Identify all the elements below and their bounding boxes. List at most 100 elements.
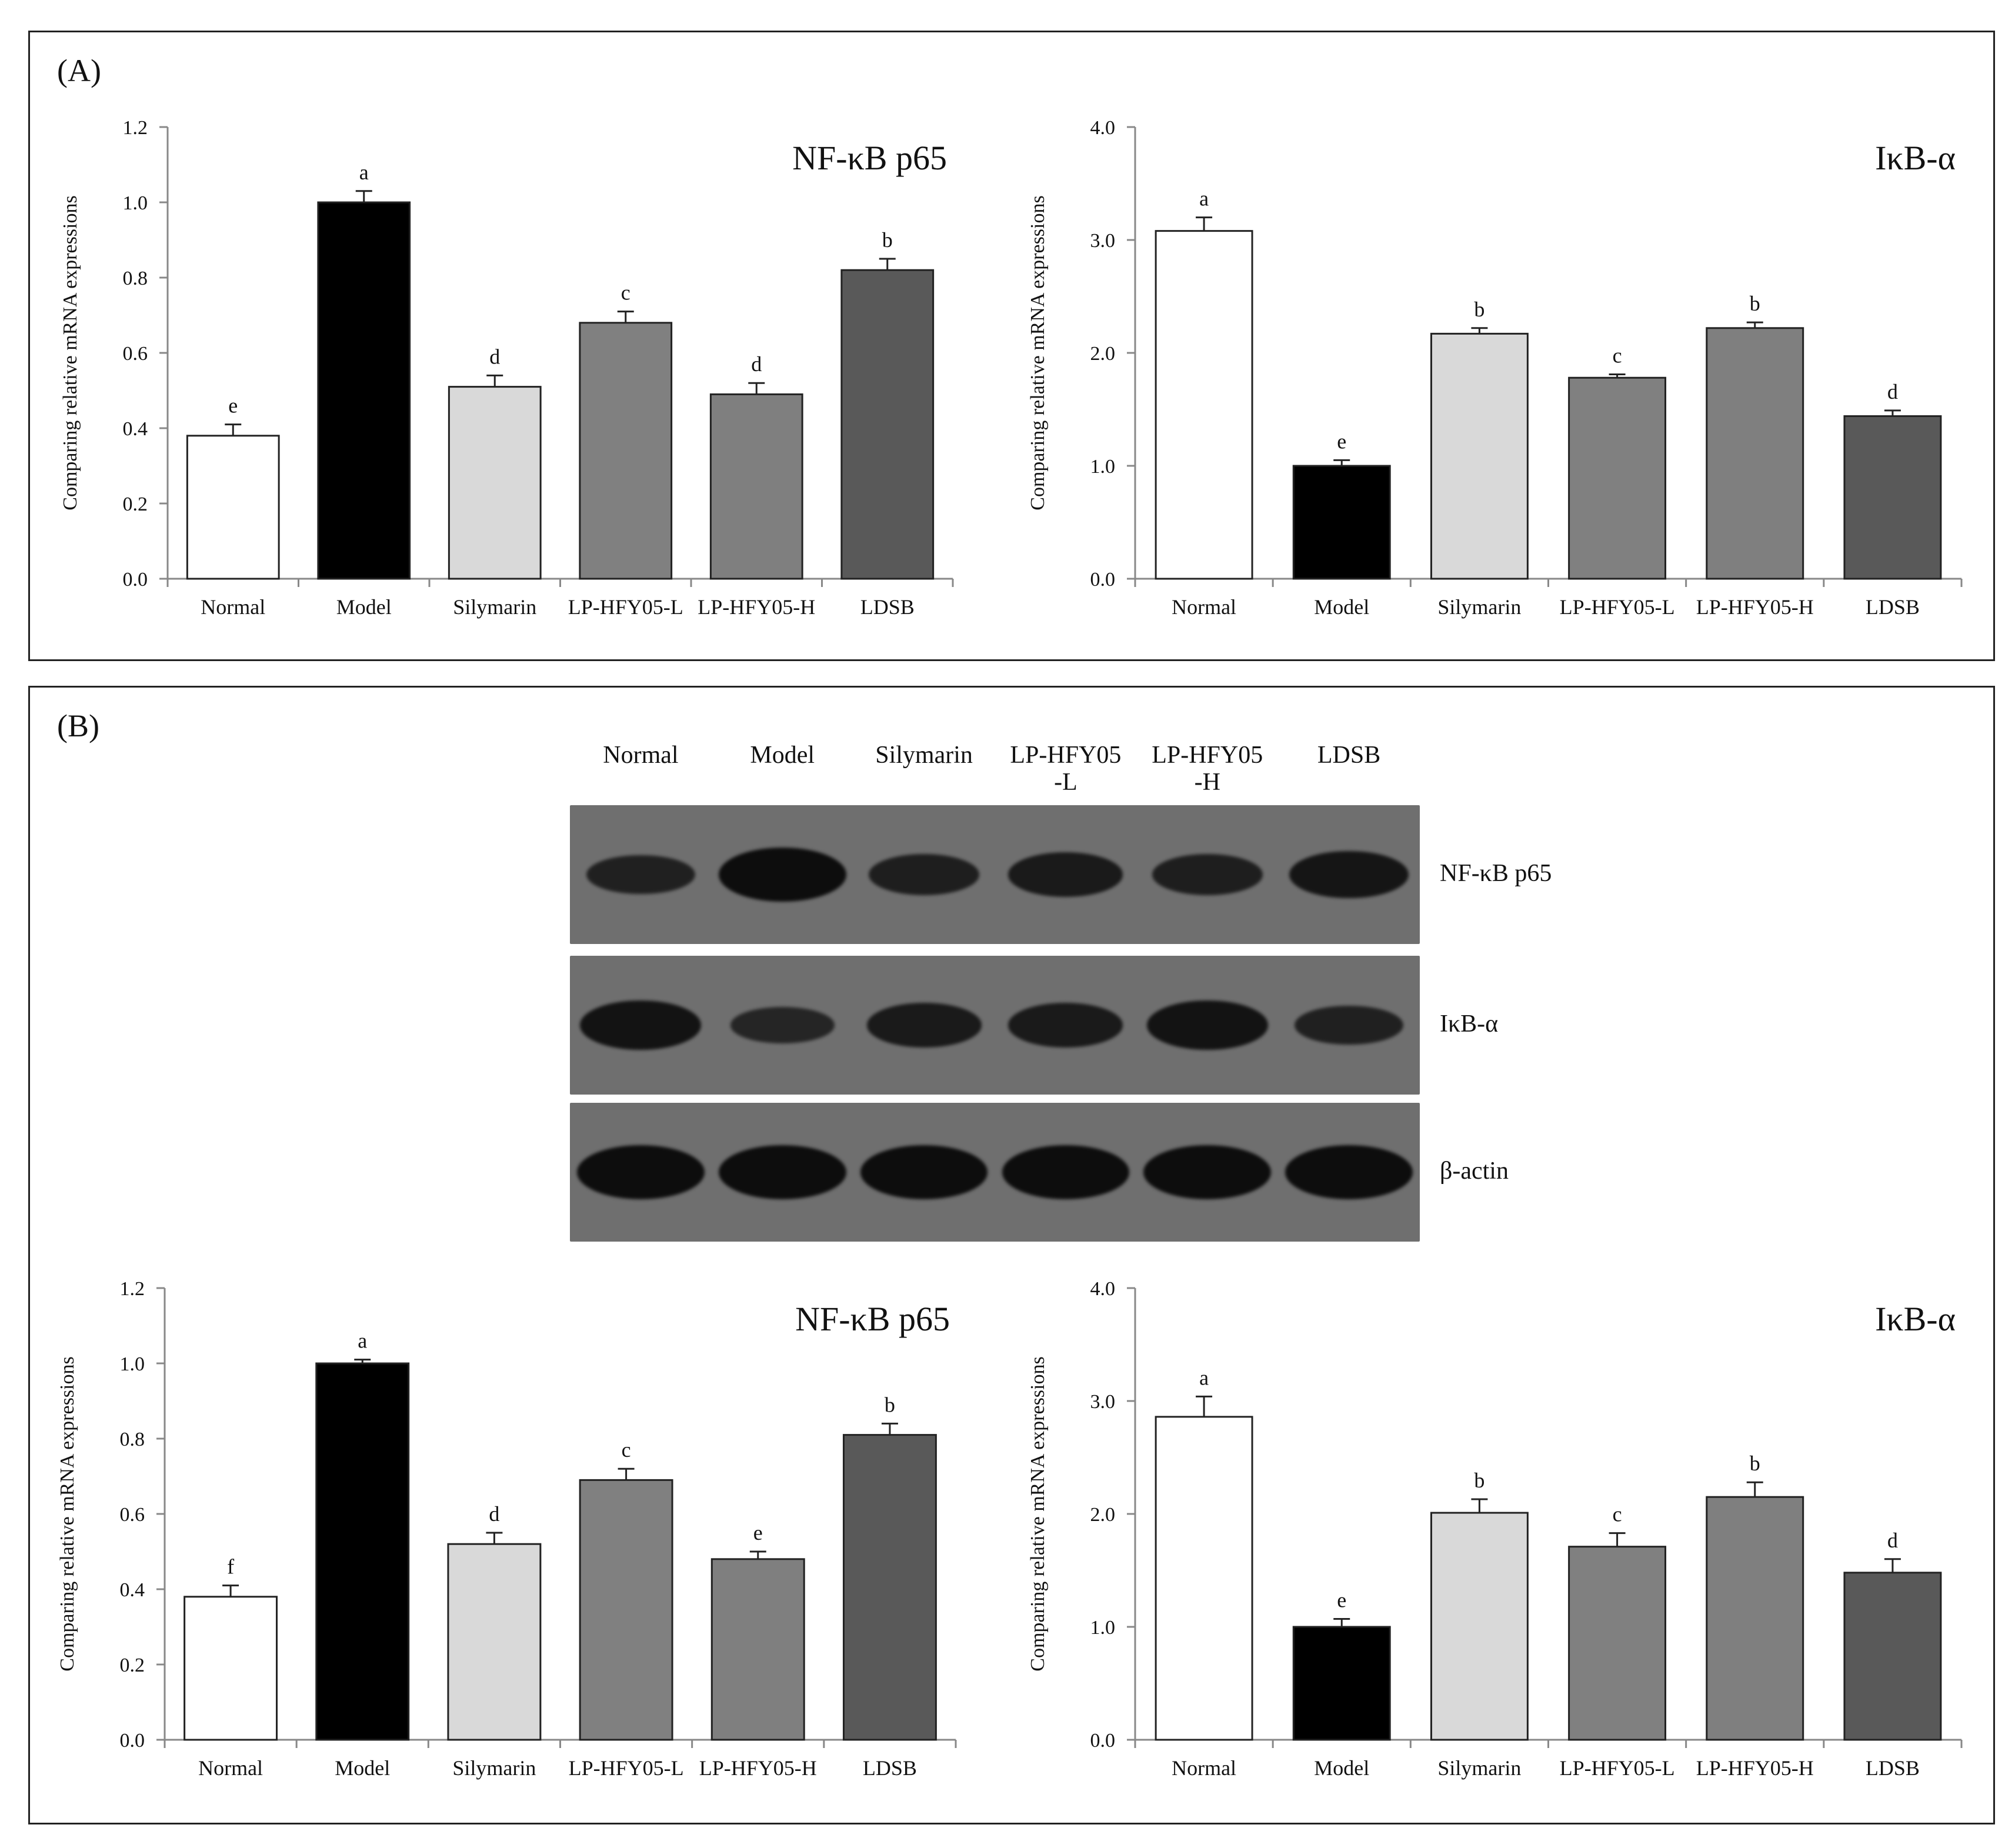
y-tick-label: 0.6 <box>120 1504 145 1526</box>
y-tick-label: 1.2 <box>123 117 148 139</box>
bar-normal <box>1155 230 1253 580</box>
category-label: Silymarin <box>453 595 536 619</box>
y-tick-label: 1.0 <box>120 1353 145 1375</box>
significance-letter: b <box>885 1393 895 1416</box>
significance-letter: b <box>1474 1469 1484 1492</box>
bar-lp-hfy05-l <box>1568 1546 1667 1741</box>
chart-title: NF-κB p65 <box>792 139 947 177</box>
blot-strip <box>570 956 1420 1095</box>
category-label: Normal <box>201 595 265 619</box>
category-label: Normal <box>198 1756 263 1780</box>
chart-b_ikb: 0.0 1.0 2.0 3.0 4.0 Comparing relative mRNA e… <box>1027 1278 1963 1780</box>
bar-lp-hfy05-h <box>1706 327 1804 580</box>
significance-letter: e <box>228 394 238 418</box>
y-tick-label: 2.0 <box>1090 343 1116 365</box>
bar-ldsb <box>840 269 935 580</box>
blot-band <box>1295 1005 1403 1045</box>
chart-title: NF-κB p65 <box>795 1300 950 1338</box>
category-label: Model <box>336 595 392 619</box>
blot-band <box>866 1003 982 1048</box>
category-label: LP-HFY05-H <box>699 1756 817 1780</box>
category-label: LP-HFY05-L <box>1560 1756 1675 1780</box>
bar-lp-hfy05-l <box>579 1479 673 1741</box>
bar-silymarin <box>447 1543 542 1741</box>
category-label: Model <box>1314 1756 1369 1780</box>
bar-model <box>1292 1626 1391 1741</box>
chart-title: IκB-α <box>1875 1300 1956 1338</box>
y-tick-label: 1.0 <box>1090 456 1116 478</box>
chart-b_nfkb: 0.0 0.2 0.4 0.6 0.8 1.0 1.2 Comparing relative … <box>56 1278 957 1780</box>
category-label: LDSB <box>1866 1756 1920 1780</box>
y-tick-label: 1.0 <box>123 192 148 214</box>
blot-band <box>1008 1003 1123 1048</box>
y-tick-label: 0.0 <box>1090 569 1116 591</box>
chart-a_nfkb: 0.0 0.2 0.4 0.6 0.8 1.0 1.2 Comparing relative … <box>59 117 954 619</box>
category-label: Silymarin <box>452 1756 536 1780</box>
significance-letter: d <box>489 1502 499 1526</box>
bar-lp-hfy05-h <box>709 393 803 580</box>
chart-title: IκB-α <box>1875 139 1956 177</box>
bar-model <box>315 1362 410 1741</box>
blot-band <box>586 855 695 895</box>
chart-a_ikb: 0.0 1.0 2.0 3.0 4.0 Comparing relative mRNA e… <box>1027 117 1963 619</box>
blot-row-label: IκB-α <box>1440 1010 1499 1038</box>
significance-letter: c <box>622 1438 631 1462</box>
category-label: Silymarin <box>1437 595 1521 619</box>
blot-band <box>1152 854 1263 895</box>
y-tick-label: 0.6 <box>123 343 148 365</box>
blot-row-label: β-actin <box>1440 1157 1509 1185</box>
category-label: LP-HFY05-H <box>1696 595 1814 619</box>
bar-model <box>317 201 411 580</box>
blot-strip <box>570 805 1420 944</box>
y-tick-label: 0.2 <box>120 1654 145 1676</box>
significance-letter: a <box>358 1329 367 1353</box>
y-axis-label: Comparing relative mRNA expressions <box>59 195 81 510</box>
y-tick-label: 4.0 <box>1090 117 1116 139</box>
bar-silymarin <box>1430 332 1529 580</box>
significance-letter: f <box>227 1555 234 1579</box>
y-tick-label: 3.0 <box>1090 230 1116 252</box>
category-label: LDSB <box>863 1756 917 1780</box>
bar-ldsb <box>1843 1572 1942 1741</box>
y-tick-label: 0.8 <box>123 268 148 289</box>
blot-band <box>1146 1000 1268 1050</box>
y-tick-label: 0.0 <box>123 569 148 591</box>
blot-lane-label: Model <box>750 742 815 769</box>
bar-ldsb <box>842 1434 937 1741</box>
panel-b-label: (B) <box>57 708 99 743</box>
category-label: Model <box>1314 595 1369 619</box>
category-label: LP-HFY05-L <box>568 595 683 619</box>
category-label: LP-HFY05-L <box>1560 595 1675 619</box>
significance-letter: c <box>621 281 630 305</box>
blot-band <box>869 854 979 895</box>
bar-lp-hfy05-h <box>710 1558 805 1741</box>
significance-letter: c <box>1613 343 1622 367</box>
significance-letter: e <box>753 1521 763 1545</box>
significance-letter: b <box>882 228 893 252</box>
blot-band <box>1143 1145 1272 1199</box>
blot-strip <box>570 1103 1420 1242</box>
blot-lane-label: Silymarin <box>875 742 973 769</box>
bar-normal <box>186 435 280 580</box>
y-tick-label: 1.2 <box>120 1278 145 1300</box>
panel-a-label: (A) <box>57 53 101 88</box>
y-tick-label: 4.0 <box>1090 1278 1116 1300</box>
blot-band <box>718 848 846 902</box>
bar-silymarin <box>448 386 542 580</box>
panel-b: (B) Normal Model Silymarin LP-HFY05 -L LP-HF… <box>28 686 1995 1824</box>
category-label: LP-HFY05-H <box>698 595 815 619</box>
y-tick-label: 1.0 <box>1090 1617 1116 1639</box>
blot-lane-label: LP-HFY05 -L <box>1010 742 1122 796</box>
significance-letter: b <box>1750 1452 1760 1475</box>
y-axis-label: Comparing relative mRNA expressions <box>1027 1356 1049 1671</box>
y-tick-label: 0.0 <box>1090 1730 1116 1752</box>
category-label: LP-HFY05-L <box>569 1756 684 1780</box>
significance-letter: d <box>1887 1529 1898 1552</box>
y-tick-label: 0.8 <box>120 1429 145 1450</box>
significance-letter: d <box>1887 380 1898 403</box>
significance-letter: d <box>751 352 762 376</box>
y-tick-label: 0.0 <box>120 1730 145 1752</box>
blot-band <box>860 1145 988 1199</box>
significance-letter: a <box>359 161 369 184</box>
